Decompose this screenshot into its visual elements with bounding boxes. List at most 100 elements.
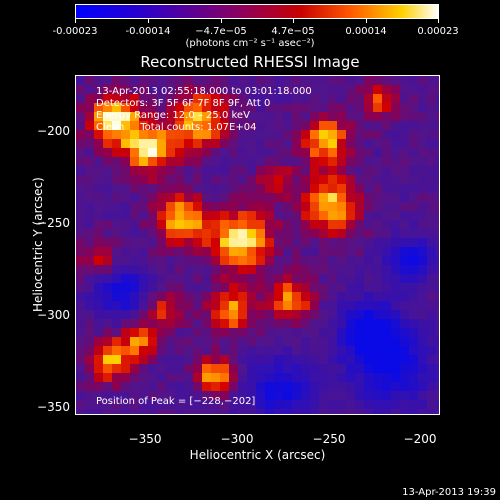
image-pixel — [274, 355, 284, 365]
image-pixel — [373, 400, 383, 410]
image-pixel — [283, 76, 293, 86]
image-pixel — [157, 382, 167, 392]
image-pixel — [157, 337, 167, 347]
image-pixel — [301, 121, 311, 131]
image-pixel — [94, 409, 104, 414]
image-pixel — [166, 274, 176, 284]
image-pixel — [211, 247, 221, 257]
image-pixel — [427, 265, 437, 275]
image-pixel — [346, 130, 356, 140]
image-pixel — [112, 103, 122, 113]
image-pixel — [337, 265, 347, 275]
image-pixel — [121, 319, 131, 329]
image-pixel — [247, 283, 257, 293]
image-pixel — [112, 310, 122, 320]
image-pixel — [220, 337, 230, 347]
image-pixel — [382, 130, 392, 140]
image-pixel — [130, 355, 140, 365]
image-pixel — [139, 211, 149, 221]
image-pixel — [166, 256, 176, 266]
image-pixel — [301, 319, 311, 329]
image-pixel — [328, 202, 338, 212]
image-pixel — [418, 355, 428, 365]
image-pixel — [211, 346, 221, 356]
image-pixel — [283, 193, 293, 203]
image-pixel — [373, 274, 383, 284]
image-pixel — [274, 121, 284, 131]
image-pixel — [202, 355, 212, 365]
image-pixel — [265, 130, 275, 140]
image-pixel — [346, 292, 356, 302]
image-pixel — [166, 220, 176, 230]
image-pixel — [112, 85, 122, 95]
image-pixel — [373, 103, 383, 113]
image-pixel — [265, 265, 275, 275]
image-pixel — [400, 400, 410, 410]
image-pixel — [337, 337, 347, 347]
image-pixel — [247, 220, 257, 230]
image-pixel — [103, 328, 113, 338]
image-pixel — [139, 292, 149, 302]
image-pixel — [427, 310, 437, 320]
image-pixel — [103, 319, 113, 329]
image-pixel — [148, 103, 158, 113]
image-pixel — [175, 346, 185, 356]
image-pixel — [283, 112, 293, 122]
image-pixel — [373, 157, 383, 167]
image-pixel — [400, 373, 410, 383]
image-pixel — [400, 148, 410, 158]
image-pixel — [283, 220, 293, 230]
image-pixel — [436, 202, 439, 212]
image-pixel — [148, 274, 158, 284]
image-pixel — [265, 184, 275, 194]
image-pixel — [265, 121, 275, 131]
image-pixel — [94, 355, 104, 365]
image-pixel — [265, 319, 275, 329]
image-pixel — [85, 328, 95, 338]
image-pixel — [184, 193, 194, 203]
image-pixel — [310, 139, 320, 149]
y-tick-label: −200 — [37, 124, 70, 138]
image-pixel — [238, 94, 248, 104]
image-pixel — [283, 103, 293, 113]
image-pixel — [247, 364, 257, 374]
image-pixel — [400, 175, 410, 185]
image-pixel — [319, 301, 329, 311]
image-pixel — [247, 157, 257, 167]
image-pixel — [103, 139, 113, 149]
image-pixel — [301, 391, 311, 401]
image-pixel — [328, 157, 338, 167]
image-pixel — [256, 355, 266, 365]
image-pixel — [211, 328, 221, 338]
image-pixel — [256, 292, 266, 302]
image-pixel — [94, 382, 104, 392]
x-axis-label: Heliocentric X (arcsec) — [189, 448, 326, 462]
image-pixel — [130, 229, 140, 239]
image-pixel — [175, 373, 185, 383]
image-pixel — [319, 382, 329, 392]
image-pixel — [328, 229, 338, 239]
image-pixel — [148, 373, 158, 383]
image-pixel — [157, 310, 167, 320]
image-pixel — [265, 202, 275, 212]
image-pixel — [238, 256, 248, 266]
image-pixel — [292, 337, 302, 347]
image-pixel — [427, 229, 437, 239]
image-pixel — [139, 364, 149, 374]
image-pixel — [265, 112, 275, 122]
image-pixel — [382, 184, 392, 194]
image-pixel — [373, 292, 383, 302]
image-pixel — [247, 229, 257, 239]
image-pixel — [319, 229, 329, 239]
image-pixel — [274, 283, 284, 293]
image-pixel — [238, 166, 248, 176]
image-pixel — [373, 373, 383, 383]
image-pixel — [211, 337, 221, 347]
image-pixel — [112, 139, 122, 149]
image-pixel — [157, 175, 167, 185]
image-pixel — [427, 184, 437, 194]
image-pixel — [166, 301, 176, 311]
image-pixel — [337, 193, 347, 203]
image-pixel — [139, 391, 149, 401]
image-pixel — [220, 238, 230, 248]
